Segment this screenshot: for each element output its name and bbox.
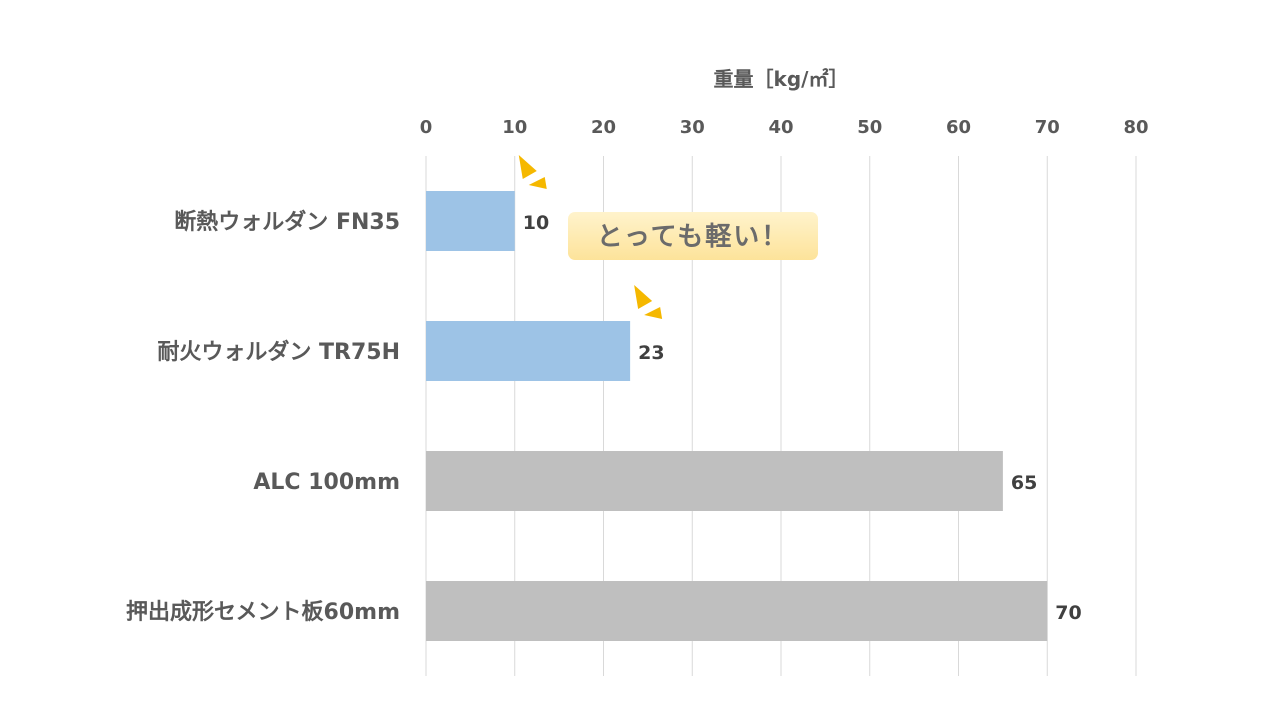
x-tick-label: 50 bbox=[857, 117, 882, 138]
data-label: 70 bbox=[1055, 602, 1081, 624]
bar bbox=[426, 581, 1048, 641]
sparkle-mark bbox=[518, 155, 537, 179]
category-label: 断熱ウォルダン FN35 bbox=[174, 209, 400, 235]
x-tick-label: 30 bbox=[680, 117, 705, 138]
bar bbox=[426, 191, 515, 251]
sparkle-mark bbox=[528, 177, 547, 189]
sparkle-mark bbox=[634, 285, 653, 309]
callout-box bbox=[568, 212, 818, 260]
x-tick-label: 60 bbox=[946, 117, 971, 138]
x-tick-label: 0 bbox=[420, 117, 433, 138]
data-label: 10 bbox=[523, 212, 549, 234]
annotation: とっても軽い！ bbox=[518, 155, 818, 319]
bar bbox=[426, 321, 631, 381]
category-label: ALC 100mm bbox=[253, 470, 400, 495]
x-tick-label: 70 bbox=[1035, 117, 1060, 138]
sparkle-mark bbox=[644, 307, 663, 319]
x-tick-label: 10 bbox=[502, 117, 527, 138]
x-axis-title: 重量［kg/㎡］ bbox=[714, 67, 849, 91]
category-label: 押出成形セメント板60mm bbox=[126, 599, 400, 625]
data-label: 65 bbox=[1011, 472, 1037, 494]
category-label: 耐火ウォルダン TR75H bbox=[157, 339, 400, 365]
data-label: 23 bbox=[638, 342, 664, 364]
labels: 重量［kg/㎡］ 0 10 20 30 40 50 60 70 80 断熱ウォルダン FN35 10 耐… bbox=[126, 67, 1149, 625]
x-tick-label: 20 bbox=[591, 117, 616, 138]
x-tick-label: 80 bbox=[1123, 117, 1148, 138]
bar bbox=[426, 451, 1003, 511]
callout-text: とっても軽い！ bbox=[597, 221, 790, 252]
x-tick-label: 40 bbox=[768, 117, 793, 138]
bars bbox=[426, 191, 1048, 641]
